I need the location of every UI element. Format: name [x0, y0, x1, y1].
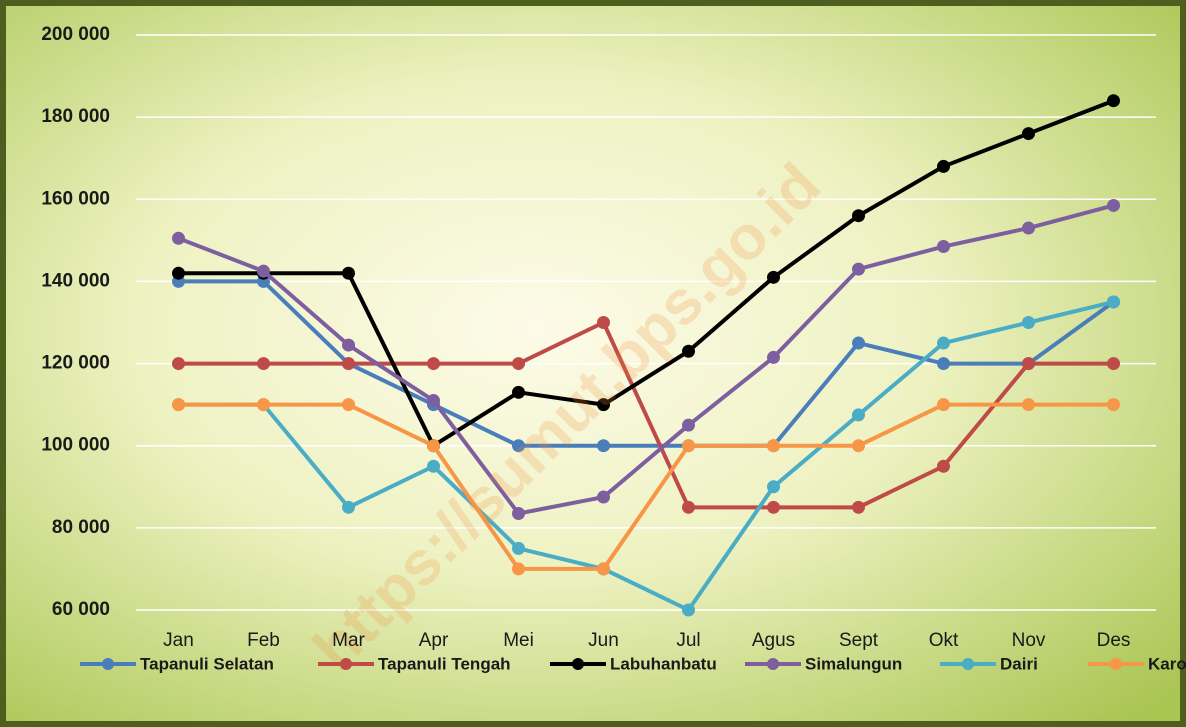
point: [852, 500, 865, 514]
point: [427, 439, 440, 453]
point: [172, 266, 185, 280]
point: [767, 350, 780, 364]
point: [512, 385, 525, 399]
y-tick-label: 180 000: [41, 106, 110, 127]
point: [937, 240, 950, 254]
x-tick-label: Des: [1097, 630, 1131, 651]
point: [1107, 398, 1120, 412]
series-line: [178, 402, 1114, 571]
point: [767, 480, 780, 494]
legend-marker: [1110, 658, 1122, 670]
series-line: [178, 300, 1114, 612]
point: [682, 418, 695, 432]
point: [682, 439, 695, 453]
point: [597, 398, 610, 412]
point: [512, 562, 525, 576]
point: [937, 459, 950, 473]
point: [257, 357, 270, 371]
x-tick-label: Mei: [503, 630, 534, 651]
y-tick-label: 200 000: [41, 24, 110, 45]
legend-label: Labuhanbatu: [610, 654, 717, 673]
point: [257, 398, 270, 412]
legend-label: Tapanuli Tengah: [378, 654, 511, 673]
point: [682, 603, 695, 617]
point: [937, 398, 950, 412]
point: [257, 264, 270, 278]
point: [512, 541, 525, 555]
point: [937, 357, 950, 371]
y-tick-label: 100 000: [41, 435, 110, 456]
point: [427, 394, 440, 408]
point: [767, 439, 780, 453]
x-tick-label: Jul: [676, 630, 700, 651]
point: [1107, 295, 1120, 309]
legend-label: Simalungun: [805, 654, 902, 673]
legend-marker: [767, 658, 779, 670]
point: [342, 398, 355, 412]
legend-label: Dairi: [1000, 654, 1038, 673]
point: [172, 398, 185, 412]
point: [172, 357, 185, 371]
legend-marker: [340, 658, 352, 670]
point: [597, 316, 610, 329]
x-tick-label: Apr: [419, 630, 449, 651]
point: [342, 266, 355, 280]
point: [597, 562, 610, 576]
x-tick-label: Feb: [247, 630, 280, 651]
point: [767, 270, 780, 284]
point: [172, 231, 185, 245]
y-tick-label: 120 000: [41, 353, 110, 374]
series-line: [178, 98, 1115, 448]
legend-marker: [572, 658, 584, 670]
x-tick-label: Nov: [1012, 630, 1046, 651]
point: [1022, 316, 1035, 329]
legend-marker: [102, 658, 114, 670]
x-tick-label: Sept: [839, 630, 879, 651]
point: [852, 408, 865, 422]
y-tick-label: 140 000: [41, 270, 110, 291]
legend-label: Karo: [1148, 654, 1186, 673]
point: [1107, 94, 1120, 108]
point: [1107, 357, 1120, 371]
x-tick-label: Mar: [332, 630, 365, 651]
y-tick-label: 60 000: [52, 599, 110, 620]
series-line: [178, 279, 1115, 448]
point: [852, 439, 865, 453]
point: [427, 357, 440, 371]
point: [597, 439, 610, 453]
point: [682, 500, 695, 514]
plot: [172, 94, 1120, 617]
point: [1022, 357, 1035, 371]
series-line: [177, 203, 1115, 516]
point: [342, 500, 355, 514]
legend-label: Tapanuli Selatan: [140, 654, 274, 673]
point: [852, 336, 865, 350]
x-tick-label: Jun: [588, 630, 619, 651]
point: [512, 357, 525, 371]
point: [852, 262, 865, 276]
point: [937, 336, 950, 350]
point: [1022, 398, 1035, 412]
point: [342, 357, 355, 371]
y-tick-label: 80 000: [52, 517, 110, 538]
point: [682, 344, 695, 358]
point: [1107, 198, 1120, 212]
point: [342, 338, 355, 352]
point: [1022, 127, 1035, 141]
point: [427, 459, 440, 473]
y-tick-label: 160 000: [41, 188, 110, 209]
point: [597, 490, 610, 504]
point: [1022, 221, 1035, 235]
x-tick-label: Jan: [163, 630, 194, 651]
series-line: [178, 320, 1114, 510]
point: [767, 500, 780, 514]
point: [852, 209, 865, 223]
point: [512, 439, 525, 453]
legend-marker: [962, 658, 974, 670]
x-tick-label: Agus: [752, 630, 795, 651]
point: [937, 159, 950, 173]
point: [512, 506, 525, 520]
x-tick-label: Okt: [929, 630, 959, 651]
